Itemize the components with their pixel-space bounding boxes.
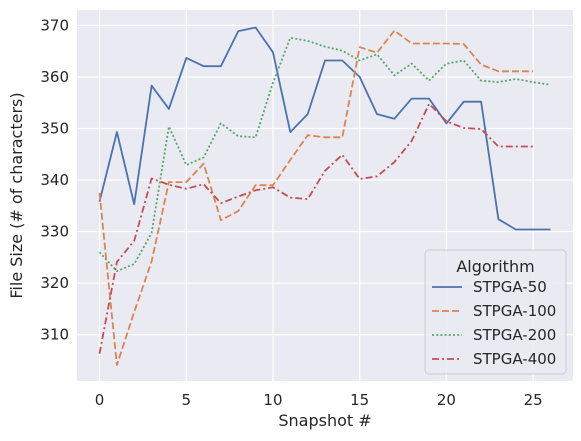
x-tick-label: 0 — [95, 391, 105, 409]
series-line-2 — [98, 29, 534, 366]
y-axis-ticks: 310 320 330 340 350 360 370 — [40, 16, 69, 343]
y-tick-label: 340 — [40, 171, 69, 189]
y-tick-label: 350 — [40, 120, 69, 138]
x-tick-label: 25 — [524, 391, 543, 409]
series-line-3 — [98, 36, 551, 273]
x-tick-label: 5 — [181, 391, 191, 409]
legend-label: STPGA-400 — [473, 350, 556, 368]
y-tick-label: 320 — [40, 274, 69, 292]
y-axis-label: File Size (# of characters) — [7, 92, 26, 298]
x-tick-label: 10 — [263, 391, 282, 409]
legend-box — [424, 249, 567, 375]
series-line-4 — [98, 102, 534, 354]
series-line-1 — [98, 26, 551, 231]
y-tick-label: 360 — [40, 68, 69, 86]
x-axis-label: Snapshot # — [278, 411, 371, 430]
x-tick-label: 15 — [350, 391, 369, 409]
y-tick-label: 310 — [40, 326, 69, 344]
legend-label: STPGA-200 — [473, 326, 556, 344]
x-tick-label: 20 — [437, 391, 456, 409]
legend-label: STPGA-100 — [473, 302, 556, 320]
legend-title: Algorithm — [456, 257, 534, 276]
gridlines — [77, 10, 573, 381]
y-tick-label: 330 — [40, 223, 69, 241]
x-axis-ticks: 0 5 10 15 20 25 — [95, 391, 543, 409]
series-lines — [98, 26, 551, 366]
y-tick-label: 370 — [40, 16, 69, 34]
legend-label: STPGA-50 — [473, 278, 547, 296]
legend: Algorithm STPGA-50 STPGA-100 STPGA-200 STPG… — [424, 249, 567, 375]
